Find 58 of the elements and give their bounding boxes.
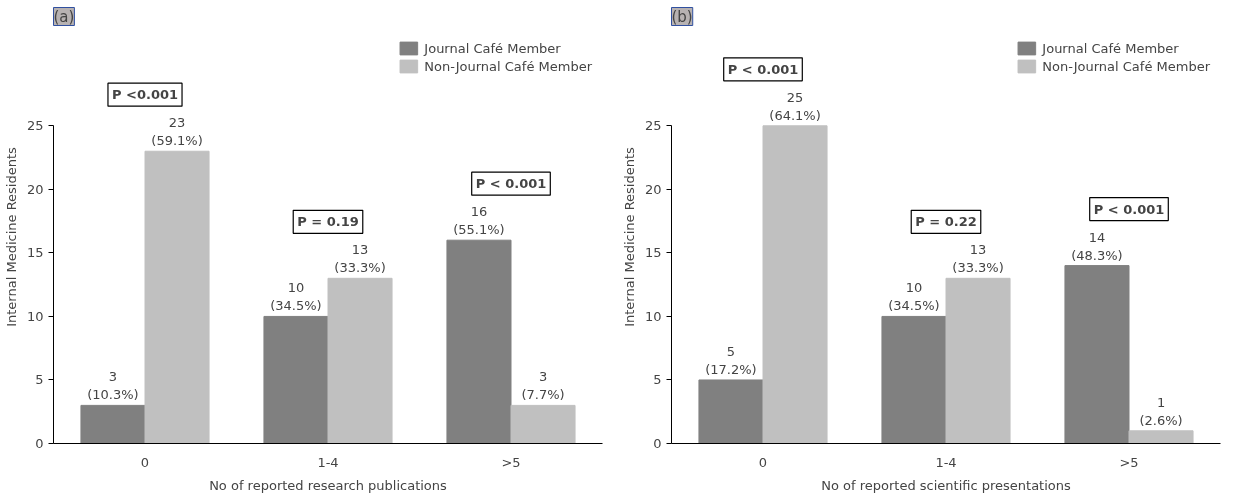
y-tick-label: 15 — [644, 245, 662, 261]
data-label: 1 (2.6%) — [1139, 394, 1183, 428]
bar — [80, 404, 146, 444]
data-label: 16 (55.1%) — [453, 204, 505, 238]
annotation: P = 0.22 — [915, 214, 977, 230]
bar — [144, 150, 210, 444]
y-tick-label: 20 — [644, 181, 662, 197]
text: P < 0.001 — [727, 61, 799, 77]
data-label: 3 (7.7%) — [521, 369, 565, 403]
annotation: P < 0.001 — [475, 176, 547, 192]
data-label: 25 (64.1%) — [769, 89, 821, 123]
x-tick-label: >5 — [501, 454, 521, 470]
bar — [263, 315, 329, 444]
y-tick-label: 5 — [35, 372, 44, 388]
data-label: 13 (33.3%) — [952, 242, 1004, 276]
x-tick-label: 1-4 — [317, 454, 339, 470]
bar — [881, 315, 947, 444]
legend-label: Non-Journal Café Member — [424, 58, 592, 74]
y-tick-label: 20 — [26, 181, 44, 197]
bar — [945, 277, 1011, 444]
data-label: 13 (33.3%) — [334, 242, 386, 276]
y-tick-label: 25 — [26, 118, 44, 134]
x-axis-title: No of reported research publications — [209, 477, 448, 493]
y-tick-label: 0 — [653, 436, 662, 451]
legend-label: Journal Café Member — [424, 40, 561, 56]
bar — [510, 404, 576, 444]
text: P <0.001 — [111, 87, 179, 103]
data-label: 14 (48.3%) — [1071, 229, 1123, 263]
annotation: P < 0.001 — [1093, 201, 1165, 217]
bar — [327, 277, 393, 444]
y-tick-label: 10 — [644, 308, 662, 324]
x-tick-label: 0 — [758, 454, 768, 470]
chart-title: (b) — [671, 7, 693, 26]
annotation: P = 0.19 — [297, 214, 359, 230]
y-tick-label: 0 — [35, 436, 44, 451]
x-tick-label: 0 — [140, 454, 150, 470]
data-label: 3 (10.3%) — [87, 369, 139, 403]
x-tick-label: >5 — [1119, 454, 1139, 470]
bar — [1128, 430, 1194, 444]
y-tick-label: 15 — [26, 245, 44, 261]
bar — [698, 379, 764, 444]
bar — [1064, 265, 1130, 444]
legend-label: Journal Café Member — [1042, 40, 1179, 56]
x-tick-label: 1-4 — [935, 454, 957, 470]
data-label: 10 (34.5%) — [888, 280, 940, 314]
bar — [762, 125, 828, 444]
y-tick-label: 5 — [653, 372, 662, 388]
chart-title: (a) — [53, 7, 75, 26]
data-label: 23 (59.1%) — [151, 115, 203, 149]
y-axis-title: Internal Medicine Residents — [3, 146, 19, 327]
x-axis-title: No of reported scientific presentations — [821, 477, 1072, 493]
data-label: 5 (17.2%) — [705, 343, 757, 377]
data-label: 10 (34.5%) — [270, 280, 322, 314]
bar — [446, 239, 512, 444]
y-tick-label: 25 — [644, 118, 662, 134]
y-tick-label: 10 — [26, 308, 44, 324]
legend-label: Non-Journal Café Member — [1042, 58, 1210, 74]
y-axis-title: Internal Medicine Residents — [621, 146, 637, 327]
